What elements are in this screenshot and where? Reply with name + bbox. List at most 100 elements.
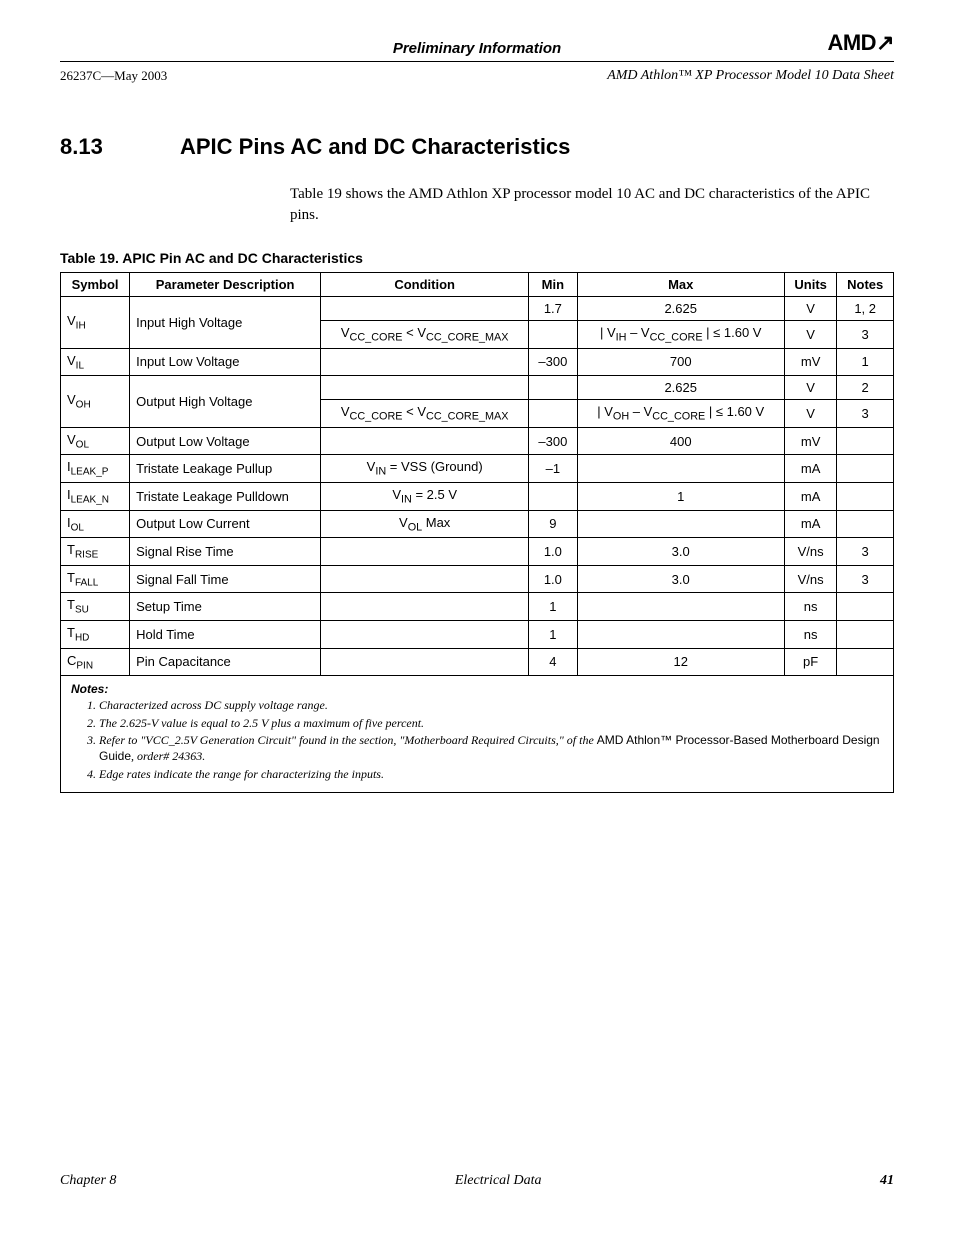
units-cell: mA (784, 455, 836, 483)
table-column-header: Condition (321, 273, 529, 297)
condition-cell: VCC_CORE < VCC_CORE_MAX (321, 321, 529, 349)
notes-cell (837, 620, 894, 648)
max-cell: | VOH – VCC_CORE | ≤ 1.60 V (577, 400, 784, 428)
table-row: THDHold Time 1 ns (61, 620, 894, 648)
note-item: Refer to "VCC_2.5V Generation Circuit" f… (99, 733, 883, 764)
symbol-cell: VOL (61, 427, 130, 455)
symbol-cell: ILEAK_N (61, 482, 130, 510)
characteristics-table: SymbolParameter DescriptionConditionMinM… (60, 272, 894, 676)
table-column-header: Min (529, 273, 577, 297)
description-cell: Pin Capacitance (130, 648, 321, 676)
section-heading: 8.13 APIC Pins AC and DC Characteristics (60, 134, 894, 160)
table-column-header: Parameter Description (130, 273, 321, 297)
max-cell (577, 593, 784, 621)
condition-cell: VIN = 2.5 V (321, 482, 529, 510)
symbol-cell: TFALL (61, 565, 130, 593)
table-notes: Notes: Characterized across DC supply vo… (60, 676, 894, 793)
symbol-cell: TRISE (61, 538, 130, 566)
symbol-cell: ILEAK_P (61, 455, 130, 483)
description-cell: Input Low Voltage (130, 348, 321, 376)
symbol-cell: THD (61, 620, 130, 648)
notes-cell: 3 (837, 400, 894, 428)
symbol-cell: CPIN (61, 648, 130, 676)
min-cell: 1 (529, 620, 577, 648)
condition-cell (321, 593, 529, 621)
description-cell: Signal Rise Time (130, 538, 321, 566)
min-cell: 4 (529, 648, 577, 676)
symbol-cell: VIL (61, 348, 130, 376)
note-item: Edge rates indicate the range for charac… (99, 767, 883, 783)
units-cell: V/ns (784, 565, 836, 593)
units-cell: V/ns (784, 538, 836, 566)
notes-cell: 2 (837, 376, 894, 400)
footer-page-number: 41 (880, 1173, 894, 1189)
max-cell: 3.0 (577, 538, 784, 566)
symbol-cell: TSU (61, 593, 130, 621)
table-caption: Table 19. APIC Pin AC and DC Characteris… (60, 250, 894, 266)
units-cell: V (784, 297, 836, 321)
preliminary-banner: Preliminary Information (60, 40, 894, 62)
condition-cell (321, 376, 529, 400)
min-cell: –300 (529, 427, 577, 455)
doc-id: 26237C—May 2003 (60, 68, 167, 84)
description-cell: Output Low Voltage (130, 427, 321, 455)
condition-cell (321, 427, 529, 455)
table-row: VIHInput High Voltage1.72.625V1, 2 (61, 297, 894, 321)
max-cell: 700 (577, 348, 784, 376)
table-column-header: Notes (837, 273, 894, 297)
description-cell: Tristate Leakage Pulldown (130, 482, 321, 510)
description-cell: Output Low Current (130, 510, 321, 538)
max-cell (577, 620, 784, 648)
table-column-header: Max (577, 273, 784, 297)
units-cell: ns (784, 620, 836, 648)
footer-section: Electrical Data (455, 1173, 542, 1189)
table-row: ILEAK_PTristate Leakage PullupVIN = VSS … (61, 455, 894, 483)
table-row: TSUSetup Time1ns (61, 593, 894, 621)
table-row: TRISESignal Rise Time1.03.0V/ns3 (61, 538, 894, 566)
table-row: VOLOutput Low Voltage –300400mV (61, 427, 894, 455)
units-cell: V (784, 400, 836, 428)
min-cell: 1.7 (529, 297, 577, 321)
max-cell (577, 455, 784, 483)
table-row: IOLOutput Low CurrentVOL Max9mA (61, 510, 894, 538)
max-cell (577, 510, 784, 538)
section-number: 8.13 (60, 134, 180, 160)
min-cell (529, 376, 577, 400)
max-cell: | VIH – VCC_CORE | ≤ 1.60 V (577, 321, 784, 349)
note-item: Characterized across DC supply voltage r… (99, 698, 883, 714)
table-column-header: Symbol (61, 273, 130, 297)
table-column-header: Units (784, 273, 836, 297)
notes-label: Notes: (71, 682, 883, 696)
max-cell: 3.0 (577, 565, 784, 593)
units-cell: V (784, 321, 836, 349)
description-cell: Input High Voltage (130, 297, 321, 349)
note-item: The 2.625-V value is equal to 2.5 V plus… (99, 716, 883, 732)
units-cell: mV (784, 348, 836, 376)
symbol-cell: IOL (61, 510, 130, 538)
condition-cell (321, 648, 529, 676)
page-footer: Chapter 8 Electrical Data 41 (60, 1173, 894, 1189)
symbol-cell: VIH (61, 297, 130, 349)
min-cell: –1 (529, 455, 577, 483)
doc-title: AMD Athlon™ XP Processor Model 10 Data S… (607, 68, 894, 84)
condition-cell: VIN = VSS (Ground) (321, 455, 529, 483)
description-cell: Tristate Leakage Pullup (130, 455, 321, 483)
table-row: CPINPin Capacitance412pF (61, 648, 894, 676)
description-cell: Signal Fall Time (130, 565, 321, 593)
max-cell: 1 (577, 482, 784, 510)
condition-cell (321, 297, 529, 321)
notes-cell: 1 (837, 348, 894, 376)
table-row: TFALLSignal Fall Time1.03.0V/ns3 (61, 565, 894, 593)
min-cell (529, 321, 577, 349)
notes-cell (837, 482, 894, 510)
min-cell (529, 482, 577, 510)
brand-logo: AMD↗ (827, 30, 894, 56)
description-cell: Hold Time (130, 620, 321, 648)
notes-cell (837, 455, 894, 483)
max-cell: 400 (577, 427, 784, 455)
units-cell: mV (784, 427, 836, 455)
max-cell: 2.625 (577, 297, 784, 321)
page-header-row: 26237C—May 2003 AMD Athlon™ XP Processor… (60, 68, 894, 84)
symbol-cell: VOH (61, 376, 130, 428)
units-cell: mA (784, 482, 836, 510)
